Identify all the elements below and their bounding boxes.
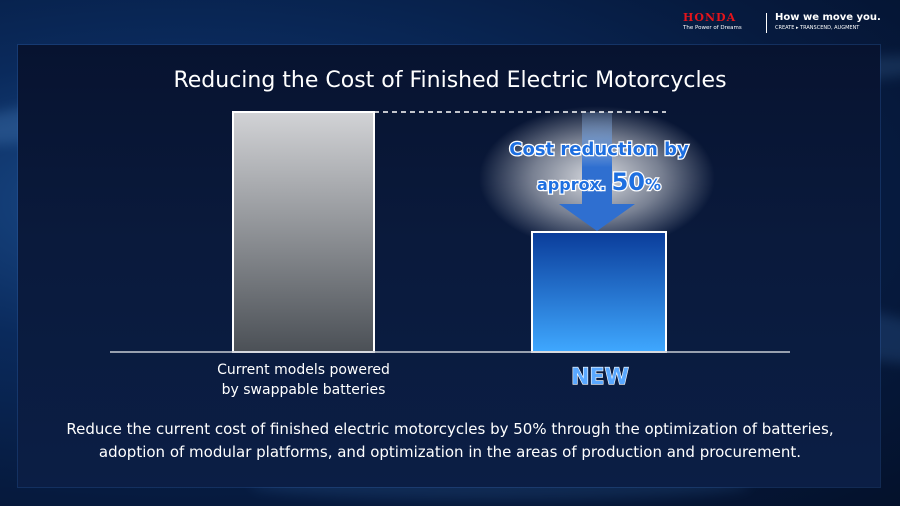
annotation-prefix: approx. bbox=[537, 175, 612, 194]
category-label-current: by swappable batteries bbox=[222, 382, 386, 398]
bar-current-models bbox=[232, 111, 375, 353]
slogan-subtext: CREATE ▸ TRANSCEND, AUGMENT bbox=[775, 25, 860, 31]
bar-new bbox=[531, 231, 667, 353]
caption-line: Reduce the current cost of finished elec… bbox=[66, 420, 834, 438]
brand-divider bbox=[766, 13, 767, 33]
chart-title: Reducing the Cost of Finished Electric M… bbox=[173, 68, 727, 93]
arrow-head bbox=[559, 204, 635, 231]
caption-line: adoption of modular platforms, and optim… bbox=[98, 443, 802, 461]
brand-bar: HONDA The Power of Dreams How we move yo… bbox=[0, 0, 900, 42]
content-panel bbox=[18, 45, 880, 487]
slogan-text: How we move you. bbox=[775, 12, 881, 23]
annotation-suffix: % bbox=[645, 175, 661, 194]
slogan-block: How we move you. CREATE ▸ TRANSCEND, AUG… bbox=[775, 11, 895, 32]
annotation-number: 50 bbox=[612, 168, 645, 196]
category-label-current: Current models powered bbox=[217, 362, 390, 378]
arrow-shaft bbox=[582, 112, 612, 204]
annotation-line1: Cost reduction by bbox=[509, 139, 689, 160]
honda-logo: HONDA The Power of Dreams bbox=[683, 12, 761, 32]
caption: Reduce the current cost of finished elec… bbox=[0, 418, 900, 464]
honda-wordmark: HONDA bbox=[683, 11, 737, 24]
annotation-line2: approx. 50% bbox=[537, 168, 661, 196]
honda-tagline: The Power of Dreams bbox=[683, 25, 742, 31]
category-label-new: NEW bbox=[571, 365, 629, 390]
